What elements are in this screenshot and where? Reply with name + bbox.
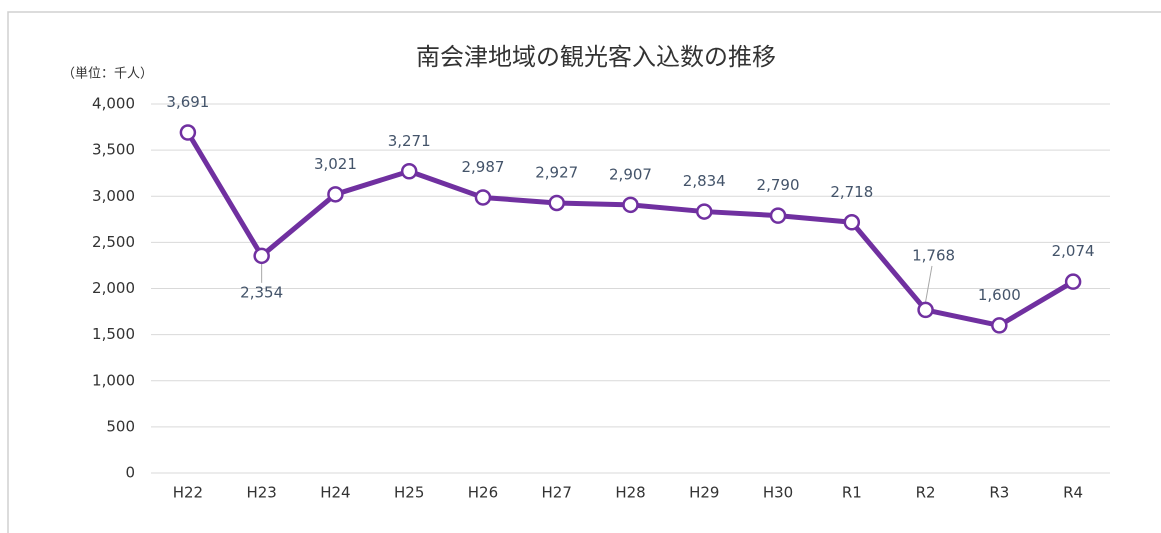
- x-tick-label: H25: [394, 484, 424, 502]
- data-label: 3,271: [388, 132, 431, 150]
- marker: [1064, 273, 1082, 290]
- marker: [327, 186, 344, 203]
- marker: [843, 214, 861, 231]
- data-label: 2,718: [830, 183, 873, 201]
- marker: [400, 163, 418, 180]
- x-tick-label: H23: [246, 484, 276, 502]
- data-label: 2,354: [240, 283, 283, 301]
- marker: [696, 203, 713, 220]
- x-tick-label: H29: [689, 484, 719, 502]
- x-tick-label: R2: [916, 484, 936, 502]
- data-label: 2,074: [1052, 242, 1095, 260]
- y-tick-label: 3,500: [92, 141, 135, 159]
- x-tick-label: H22: [173, 484, 203, 502]
- marker: [548, 194, 565, 212]
- marker: [622, 196, 639, 214]
- y-tick-label: 2,000: [92, 279, 135, 297]
- y-tick-label: 3,000: [92, 187, 135, 205]
- x-tick-label: R1: [842, 484, 862, 502]
- x-tick-label: H26: [468, 484, 498, 502]
- x-tick-label: H27: [542, 484, 572, 502]
- data-label: 2,927: [535, 163, 578, 181]
- y-tick-label: 0: [125, 464, 135, 482]
- data-label: 2,790: [757, 176, 800, 194]
- x-tick-label: H28: [615, 484, 645, 502]
- frame: [7, 11, 1161, 533]
- marker: [991, 317, 1008, 334]
- y-tick-label: 4,000: [92, 95, 135, 113]
- data-label: 1,768: [912, 246, 955, 264]
- y-tick-label: 1,000: [92, 371, 135, 389]
- x-tick-label: R3: [989, 484, 1009, 502]
- marker: [474, 189, 492, 206]
- x-tick-label: H24: [320, 484, 350, 502]
- data-label: 3,021: [314, 155, 357, 173]
- marker: [253, 247, 270, 265]
- data-label: 2,834: [683, 172, 726, 190]
- unit-label: （単位：千人）: [62, 66, 153, 82]
- y-tick-label: 2,500: [92, 233, 135, 251]
- data-label: 2,987: [461, 158, 504, 176]
- marker: [179, 124, 197, 141]
- data-label: 3,691: [166, 93, 209, 111]
- x-tick-label: R4: [1063, 484, 1083, 502]
- leader-line: [925, 265, 933, 302]
- y-tick-label: 1,500: [92, 325, 135, 343]
- x-tick-label: H30: [763, 484, 793, 502]
- chart-title: 南会津地域の観光客入込数の推移: [416, 43, 776, 71]
- data-label: 1,600: [978, 286, 1021, 304]
- data-label: 2,907: [609, 165, 652, 183]
- marker: [917, 301, 934, 319]
- y-tick-label: 500: [106, 417, 135, 435]
- marker: [769, 207, 787, 224]
